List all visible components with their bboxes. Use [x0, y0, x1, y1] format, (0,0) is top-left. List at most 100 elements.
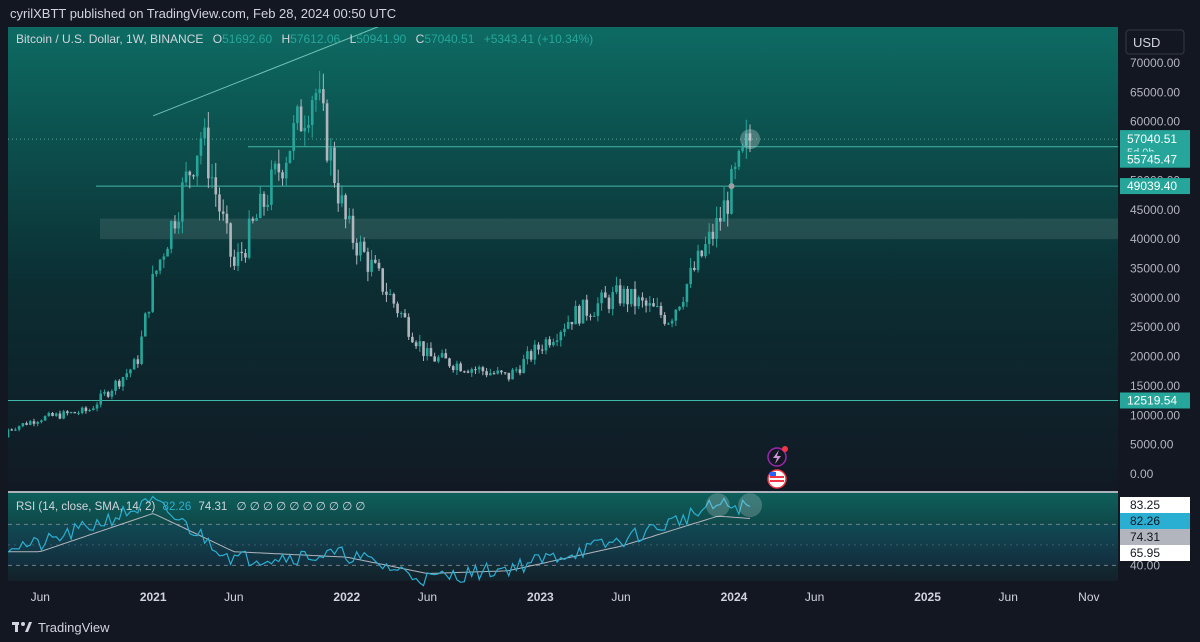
candle: [711, 223, 715, 246]
candle: [325, 99, 329, 163]
candle: [92, 406, 95, 411]
candle: [533, 340, 537, 365]
chart-svg[interactable]: 40.00 83.25 82.26 74.31 65.95 70000.00 65000.…: [6, 6, 1192, 609]
candle: [351, 208, 355, 250]
candle: [247, 210, 251, 260]
candle: [125, 368, 129, 381]
candle: [14, 427, 17, 432]
candle: [492, 371, 496, 375]
rsi-badge-label: 83.25: [1130, 498, 1160, 512]
price-tick-label: 5000.00: [1130, 438, 1174, 452]
time-axis-label: 2021: [140, 590, 167, 604]
candle: [362, 237, 366, 253]
rsi-pane-bg: [8, 493, 1118, 581]
rsi-title: RSI (14, close, SMA, 14, 2): [16, 501, 156, 513]
chart-container[interactable]: 40.00 83.25 82.26 74.31 65.95 70000.00 65000.…: [6, 6, 1192, 609]
us-flag-event-icon[interactable]: [767, 469, 787, 489]
candle: [514, 367, 518, 373]
candle: [288, 150, 292, 164]
rsi-badge-label: 82.26: [1130, 514, 1160, 528]
candle: [273, 160, 277, 175]
rsi-current: 82.26: [163, 501, 192, 513]
candle: [80, 406, 84, 415]
candle: [322, 73, 325, 111]
svg-text:RSI (14, close, SMA, 14, 2): RSI (14, close, SMA, 14, 2) 82.26 74.31 …: [16, 501, 365, 513]
price-badge: 12519.54: [1120, 392, 1190, 409]
candle: [451, 364, 455, 373]
candle: [359, 235, 362, 262]
time-axis-label: Jun: [805, 590, 824, 604]
candle: [496, 366, 500, 375]
time-axis-label: Nov: [1078, 590, 1099, 604]
candle: [715, 206, 718, 248]
candle: [270, 160, 273, 211]
time-axis-label: 2024: [721, 590, 748, 604]
rsi-tick-label: 40.00: [1130, 558, 1160, 572]
candle: [207, 111, 210, 189]
close-label: C: [416, 32, 425, 46]
candle: [10, 428, 14, 431]
lightning-event-icon[interactable]: [767, 446, 788, 467]
rsi-sma-current: 74.31: [199, 501, 228, 513]
candle: [258, 186, 262, 219]
candle: [700, 249, 704, 258]
candle: [103, 389, 106, 396]
candle: [489, 368, 492, 376]
candle: [529, 349, 533, 362]
candle: [244, 248, 247, 263]
candle: [336, 169, 340, 212]
rsi-badge: 74.31: [1120, 529, 1190, 545]
candle: [110, 389, 114, 400]
candle: [284, 156, 288, 186]
candle: [604, 286, 607, 298]
price-tick-label: 65000.00: [1130, 85, 1180, 99]
high-label: H: [281, 32, 290, 46]
candle: [188, 170, 192, 189]
support-zone: [100, 218, 1118, 240]
candle: [455, 360, 459, 375]
candle: [6, 428, 10, 438]
candle: [162, 253, 166, 269]
candle: [637, 295, 640, 310]
candle: [344, 193, 347, 229]
candle: [678, 306, 681, 312]
candle: [644, 297, 648, 313]
tradingview-logo-icon: [12, 622, 32, 632]
candle: [58, 410, 62, 420]
candle: [136, 355, 140, 368]
candle: [507, 372, 511, 382]
candle: [166, 246, 169, 257]
candle: [25, 421, 28, 426]
candle: [548, 336, 551, 348]
currency-label: USD: [1133, 35, 1160, 50]
candle: [407, 313, 410, 340]
candle: [600, 289, 603, 311]
candle: [340, 185, 344, 208]
currency-button[interactable]: USD: [1125, 29, 1185, 55]
high-value: 57612.06: [290, 32, 340, 46]
candle: [511, 368, 514, 380]
candle: [255, 213, 258, 222]
candle: [118, 379, 121, 390]
open-value: 51692.60: [222, 32, 272, 46]
time-axis-label: Jun: [611, 590, 630, 604]
candle: [28, 419, 32, 426]
candle: [381, 267, 385, 295]
candle: [377, 259, 381, 271]
candle: [181, 177, 184, 234]
candle: [281, 169, 284, 186]
candle: [218, 187, 221, 221]
candle: [262, 191, 266, 216]
candle: [578, 304, 581, 326]
candle: [696, 244, 700, 273]
candle: [418, 334, 422, 352]
candle: [414, 340, 418, 349]
time-axis-label: 2022: [333, 590, 360, 604]
candle: [370, 249, 373, 277]
price-tick-label: 45000.00: [1130, 203, 1180, 217]
candle: [143, 312, 147, 337]
candle: [537, 342, 540, 355]
candle: [32, 418, 36, 427]
candle: [132, 357, 136, 370]
price-badge: 55745.47: [1120, 151, 1190, 168]
